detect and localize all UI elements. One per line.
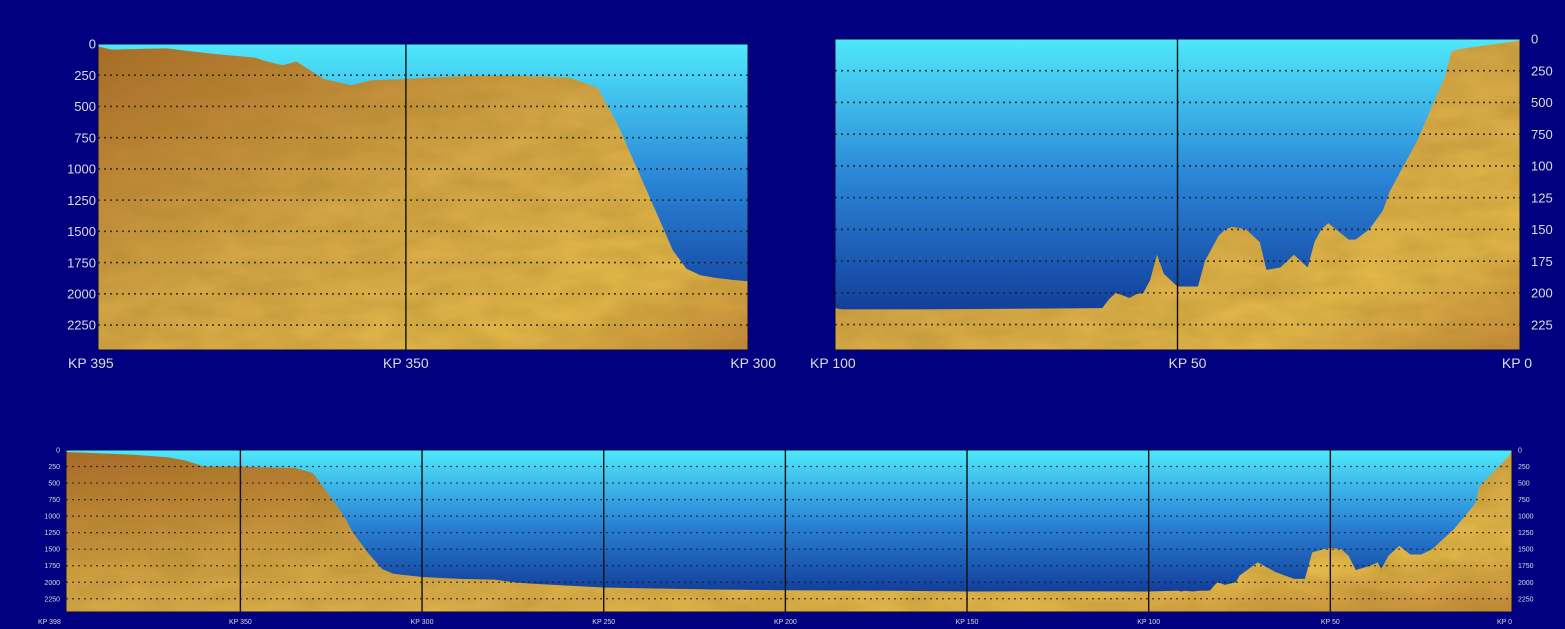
x-tick-label: KP 350: [383, 355, 429, 371]
y-tick-label: 200: [1531, 286, 1553, 301]
y-tick-label: 750: [74, 130, 96, 145]
y-tick-label: 150: [1531, 222, 1553, 237]
chart-upper-left: 0 250 500 750 1000 1250 1500 1750 2000 2250 KP 395…: [67, 37, 776, 371]
y-tick-label: 500: [48, 481, 60, 488]
y-tick-label: 500: [1518, 481, 1530, 488]
y-tick-label: 250: [1518, 464, 1530, 471]
y-tick-label: 250: [48, 464, 60, 471]
y-tick-label: 1750: [67, 255, 96, 270]
y-tick-label: 2250: [67, 318, 96, 333]
x-tick-label: KP 100: [810, 355, 856, 371]
x-tick-label: KP 50: [1321, 619, 1340, 626]
x-tick-label: KP 300: [730, 355, 776, 371]
y-tick-label: 750: [1518, 497, 1530, 504]
x-tick-label: KP 0: [1497, 619, 1512, 626]
x-tick-label: KP 200: [774, 619, 797, 626]
y-tick-label: 1500: [44, 547, 60, 554]
y-tick-label: 1000: [1518, 514, 1534, 521]
y-tick-label: 1000: [67, 162, 96, 177]
y-tick-label: 1000: [44, 514, 60, 521]
y-tick-label: 1750: [44, 563, 60, 570]
x-tick-label: KP 50: [1169, 355, 1207, 371]
y-tick-label: 500: [1531, 95, 1553, 110]
y-tick-label: 1750: [1518, 563, 1534, 570]
x-tick-label: KP 350: [229, 619, 252, 626]
y-tick-label: 2000: [44, 580, 60, 587]
y-tick-label: 250: [74, 68, 96, 83]
y-tick-label: 750: [1531, 127, 1553, 142]
y-tick-label: 175: [1531, 254, 1553, 269]
x-tick-label: KP 0: [1502, 355, 1532, 371]
y-tick-label: 2000: [1518, 580, 1534, 587]
y-tick-label: 1500: [1518, 547, 1534, 554]
y-tick-label: 1500: [67, 224, 96, 239]
x-tick-label: KP 395: [68, 355, 114, 371]
y-tick-label: 0: [56, 448, 60, 455]
y-tick-label: 1250: [1518, 530, 1534, 537]
chart-bottom-full: 0 250 500 750 1000 1250 1500 1750 2000 2250 0 250 50…: [38, 448, 1534, 626]
y-tick-label: 1250: [67, 193, 96, 208]
y-tick-label: 250: [1531, 63, 1553, 78]
y-tick-label: 125: [1531, 190, 1553, 205]
y-tick-label: 1250: [44, 530, 60, 537]
y-tick-label: 2250: [1518, 596, 1534, 603]
y-tick-label: 0: [1531, 32, 1538, 47]
x-tick-label: KP 100: [1137, 619, 1160, 626]
chart-upper-right: 0 250 500 750 100 125 150 175 200 225 KP 100 KP 50 K…: [810, 32, 1553, 371]
y-tick-label: 0: [1518, 448, 1522, 455]
y-tick-label: 750: [48, 497, 60, 504]
y-tick-label: 225: [1531, 317, 1553, 332]
x-tick-label: KP 250: [592, 619, 615, 626]
y-tick-label: 0: [89, 37, 96, 52]
y-tick-label: 500: [74, 99, 96, 114]
x-tick-label: KP 150: [956, 619, 979, 626]
y-tick-label: 2250: [44, 596, 60, 603]
x-tick-label: KP 300: [411, 619, 434, 626]
x-tick-label: KP 398: [38, 619, 61, 626]
y-tick-label: 2000: [67, 286, 96, 301]
y-tick-label: 100: [1531, 159, 1553, 174]
